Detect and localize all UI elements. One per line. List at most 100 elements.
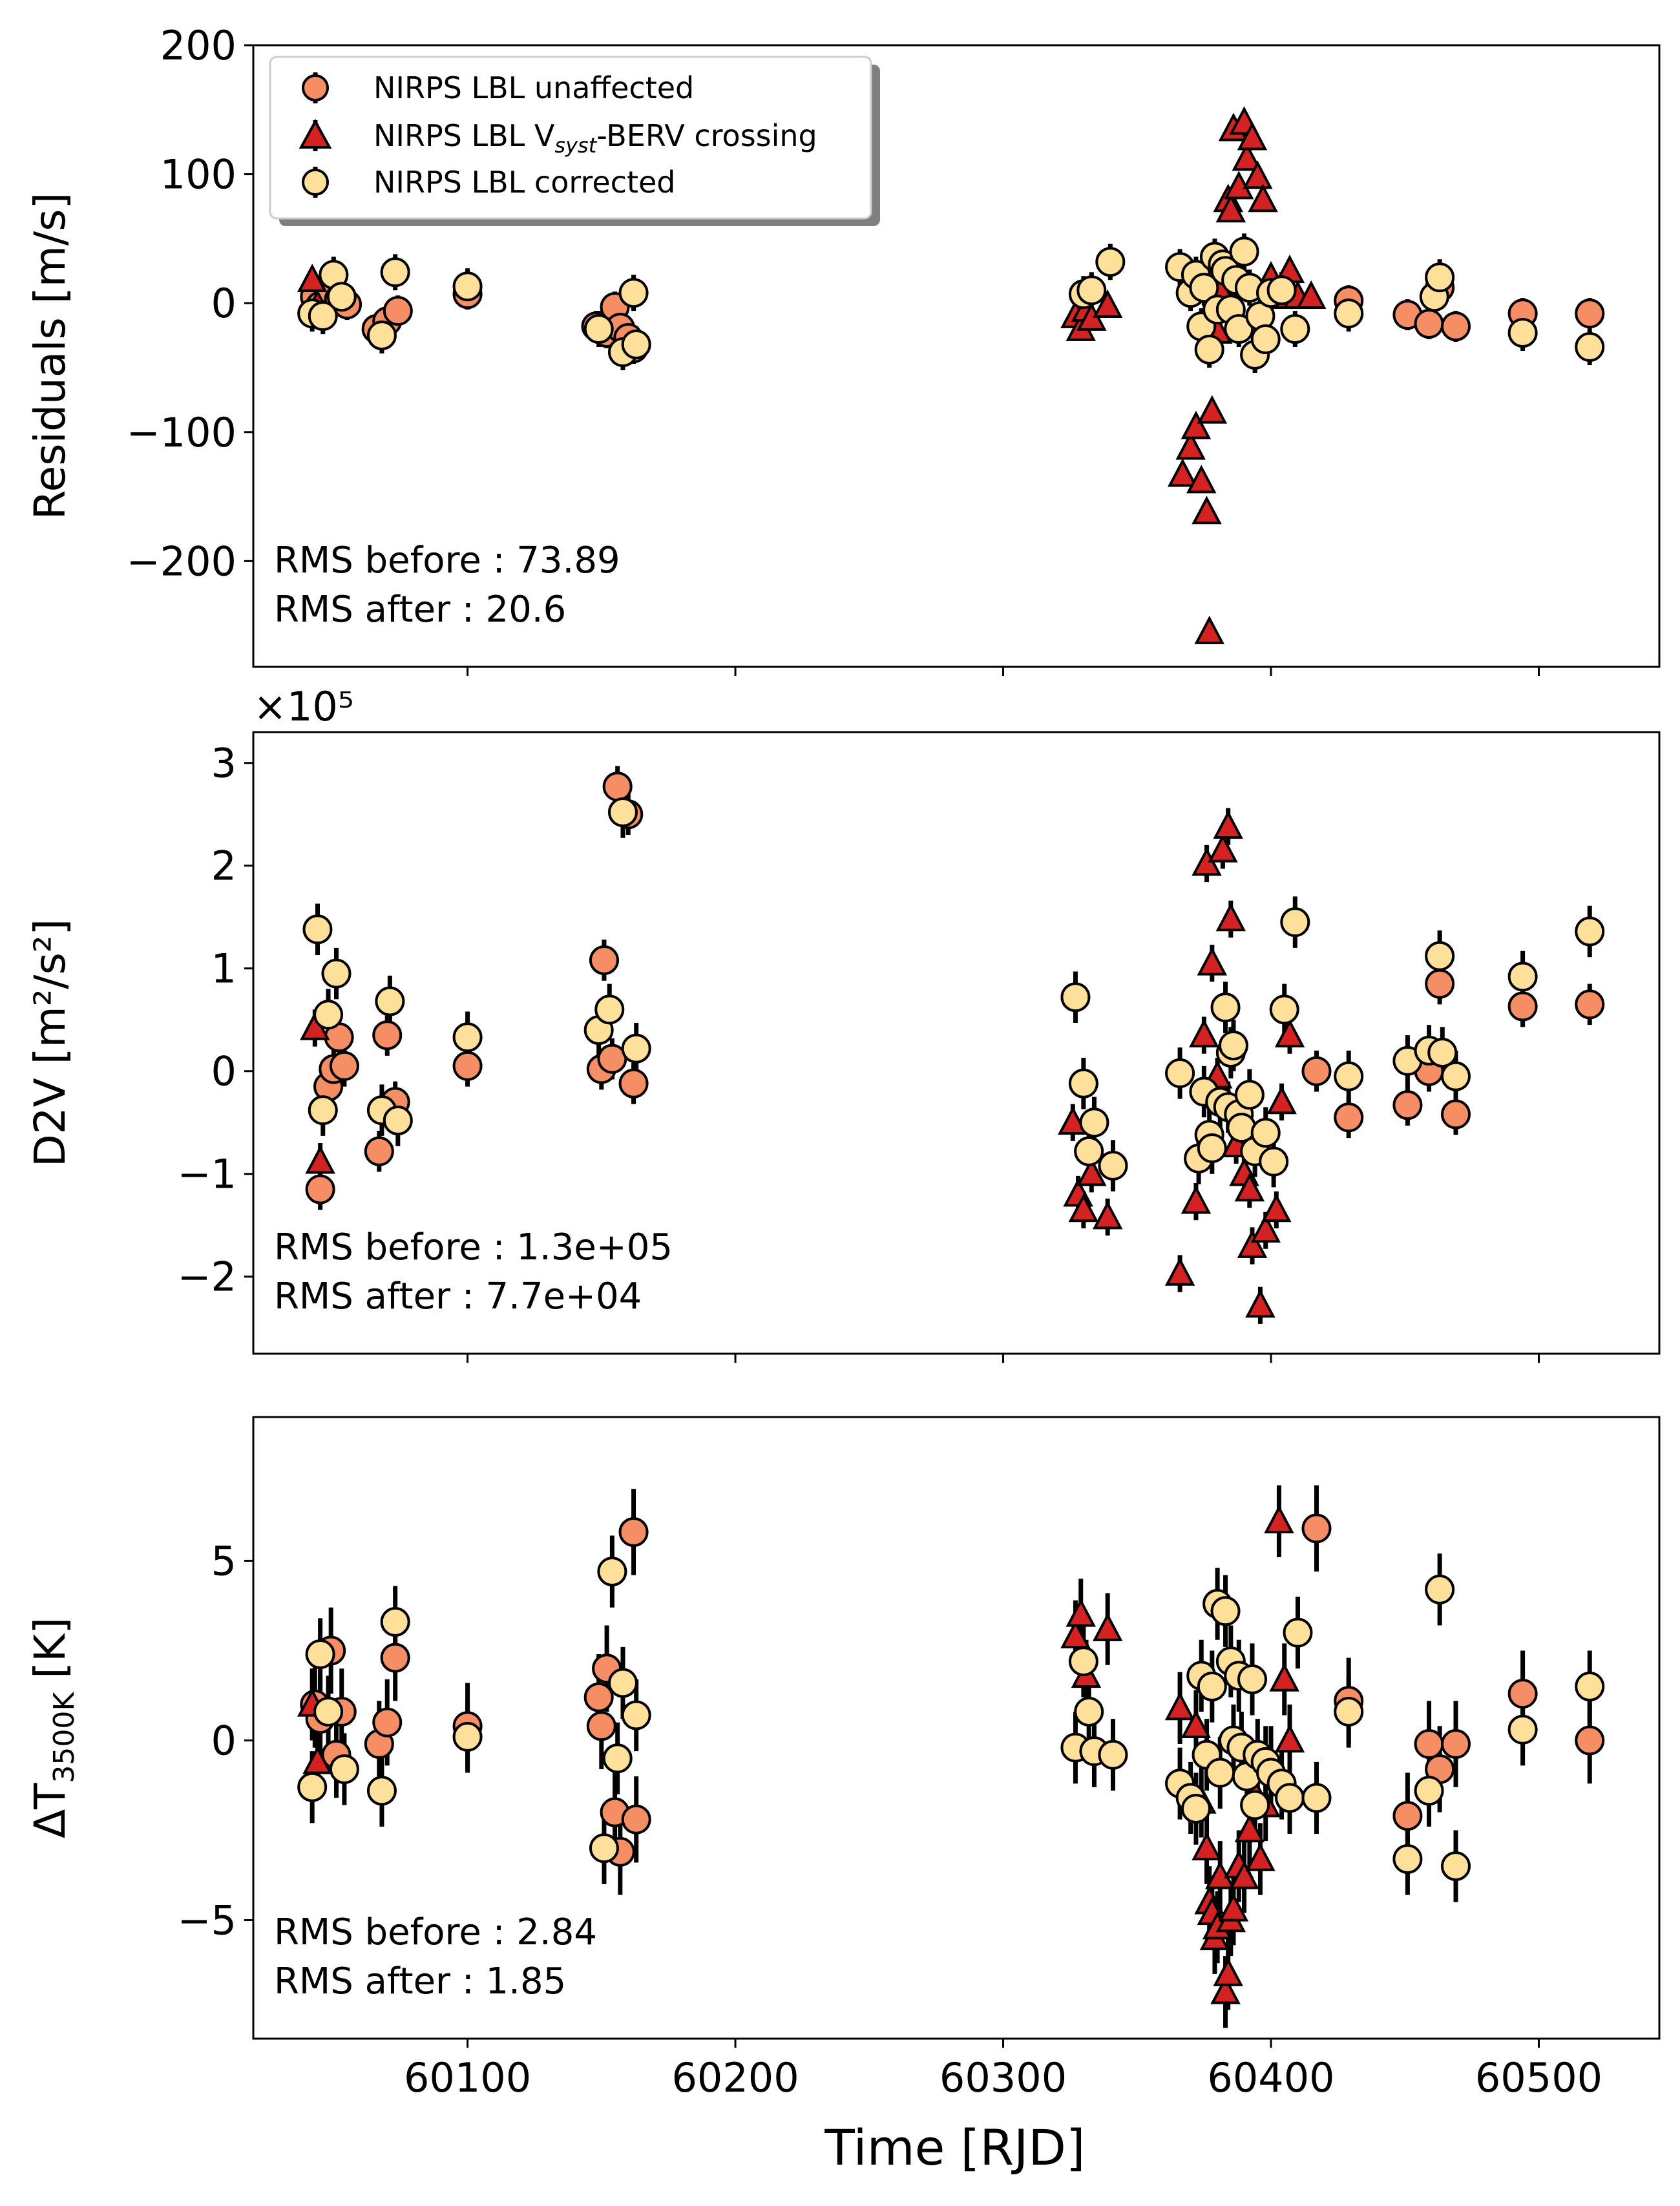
delta-t-corrected-point	[1575, 1672, 1605, 1702]
delta-t-corrected-point	[1425, 1574, 1455, 1604]
residuals-crossing-point	[1232, 142, 1262, 171]
d2v-corrected-point	[1234, 1080, 1265, 1110]
residuals-corrected-point	[1194, 335, 1224, 365]
d2v-corrected-point	[1427, 1038, 1458, 1068]
residuals-crossing-point	[1243, 160, 1273, 189]
delta-t-corrected-point	[607, 1668, 638, 1698]
residuals-unaffected-point	[1575, 299, 1605, 329]
residuals-corrected-point	[1224, 314, 1254, 344]
delta-t-crossing-point	[1264, 1504, 1294, 1534]
d2v-unaffected-point	[305, 1174, 335, 1204]
residuals-corrected-point	[1250, 324, 1281, 355]
delta-t-y-tick-label: −5	[178, 1896, 236, 1944]
d2v-corrected-point	[302, 914, 333, 945]
residuals-crossing-point	[1237, 121, 1268, 151]
legend-entry-corrected: NIRPS LBL corrected	[302, 165, 676, 200]
delta-t-corrected-point	[1098, 1739, 1128, 1770]
delta-t-y-tick-label: 5	[211, 1537, 236, 1584]
residuals-corrected-point	[366, 320, 397, 351]
d2v-y-tick-label: 3	[211, 740, 236, 787]
d2v-crossing-point	[305, 1145, 335, 1174]
delta-t-crossing-point	[1269, 1663, 1300, 1692]
delta-t-corrected-point	[297, 1772, 328, 1802]
d2v-unaffected-point	[1425, 969, 1455, 999]
d2v-corrected-point	[313, 1000, 344, 1030]
delta-t-unaffected-point	[586, 1711, 616, 1741]
residuals-markers	[297, 106, 1605, 644]
d2v-rms-before: RMS before : 1.3e+05	[274, 1226, 673, 1268]
d2v-y-tick-label: 1	[211, 945, 236, 993]
residuals-crossing-point	[1194, 615, 1224, 644]
d2v-crossing-point	[1237, 1229, 1268, 1258]
delta-t-unaffected-point	[1440, 1729, 1471, 1760]
legend-corrected-label: NIRPS LBL corrected	[373, 165, 676, 200]
legend-corrected-marker	[302, 169, 329, 196]
delta-t-corrected-point	[380, 1606, 410, 1637]
d2v-unaffected-point	[589, 945, 619, 975]
residuals-rms-after: RMS after : 20.6	[274, 589, 566, 631]
delta-t-corrected-point	[589, 1833, 619, 1864]
delta-t-corrected-point	[1181, 1794, 1211, 1824]
delta-t-corrected-point	[1074, 1696, 1104, 1727]
residuals-corrected-point	[1334, 299, 1364, 329]
d2v-corrected-point	[1060, 982, 1091, 1013]
x-tick-label: 60300	[940, 2054, 1067, 2101]
d2v-y-axis-label: D2V [m²/s²]	[25, 919, 75, 1167]
residuals-y-axis-label: Residuals [m/s]	[25, 193, 75, 520]
residuals-unaffected-point	[1440, 311, 1471, 342]
delta-t-corrected-point	[1507, 1714, 1538, 1745]
residuals-y-tick-label: 100	[160, 151, 236, 198]
d2v-crossing-point	[1208, 834, 1238, 863]
delta-t-y-axis-label: ΔT3500K [K]	[25, 1617, 81, 1838]
residuals-corrected-point	[1575, 332, 1605, 362]
delta-t-corrected-point	[1334, 1696, 1364, 1727]
d2v-crossing-point	[1197, 947, 1228, 976]
residuals-corrected-point	[1266, 275, 1297, 306]
residuals-corrected-point	[1280, 314, 1310, 344]
d2v-corrected-point	[607, 797, 638, 828]
delta-t-crossing-point	[1234, 1814, 1265, 1843]
d2v-crossing-point	[1213, 810, 1243, 839]
d2v-corrected-point	[308, 1095, 338, 1126]
delta-t-corrected-point	[1068, 1646, 1098, 1677]
d2v-unaffected-point	[618, 1068, 649, 1098]
delta-t-unaffected-point	[1414, 1729, 1444, 1760]
residuals-y-tick-label: −200	[127, 538, 236, 585]
delta-t-axes-frame	[252, 1416, 1661, 2040]
residuals-crossing-point	[1296, 280, 1327, 309]
delta-t-corrected-point	[1240, 1790, 1270, 1820]
d2v-crossing-point	[1245, 1288, 1276, 1318]
d2v-rms-after: RMS after : 7.7e+04	[274, 1276, 642, 1318]
delta-t-unaffected-point	[380, 1643, 410, 1673]
d2v-corrected-point	[1334, 1061, 1364, 1091]
delta-t-corrected-point	[313, 1696, 344, 1727]
delta-t-crossing-point	[1210, 1975, 1241, 2004]
d2v-corrected-point	[1197, 1133, 1227, 1163]
x-tick-label: 60500	[1475, 2054, 1602, 2101]
residuals-corrected-point	[1425, 262, 1455, 293]
d2v-y-tick-label: 0	[211, 1048, 236, 1095]
delta-t-corrected-point	[366, 1776, 397, 1806]
d2v-crossing-point	[1250, 1213, 1281, 1243]
residuals-corrected-point	[1076, 275, 1107, 306]
d2v-corrected-point	[1074, 1136, 1104, 1166]
delta-t-corrected-point	[602, 1743, 633, 1774]
residuals-y-tick-label: 0	[211, 280, 236, 327]
delta-t-rms-after: RMS after : 1.85	[274, 1960, 566, 2002]
residuals-y-tick-label: 200	[160, 22, 236, 69]
x-tick-label: 60400	[1207, 2054, 1334, 2101]
d2v-unaffected-point	[372, 1020, 403, 1051]
d2v-unaffected-point	[1334, 1102, 1364, 1133]
d2v-corrected-point	[1425, 941, 1455, 971]
delta-t-corrected-point	[1210, 1596, 1241, 1626]
delta-t-corrected-point	[1301, 1783, 1332, 1813]
d2v-scale-multiplier: ×10⁵	[253, 683, 354, 730]
d2v-crossing-point	[1181, 1185, 1212, 1214]
d2v-crossing-point	[1068, 1193, 1099, 1223]
d2v-corrected-point	[1280, 907, 1310, 938]
delta-t-crossing-point	[1229, 1860, 1259, 1889]
residuals-unaffected-point	[383, 296, 413, 326]
delta-t-crossing-point	[1274, 1724, 1305, 1753]
legend-unaffected-marker	[302, 74, 329, 101]
delta-t-rms-before: RMS before : 2.84	[274, 1911, 597, 1953]
